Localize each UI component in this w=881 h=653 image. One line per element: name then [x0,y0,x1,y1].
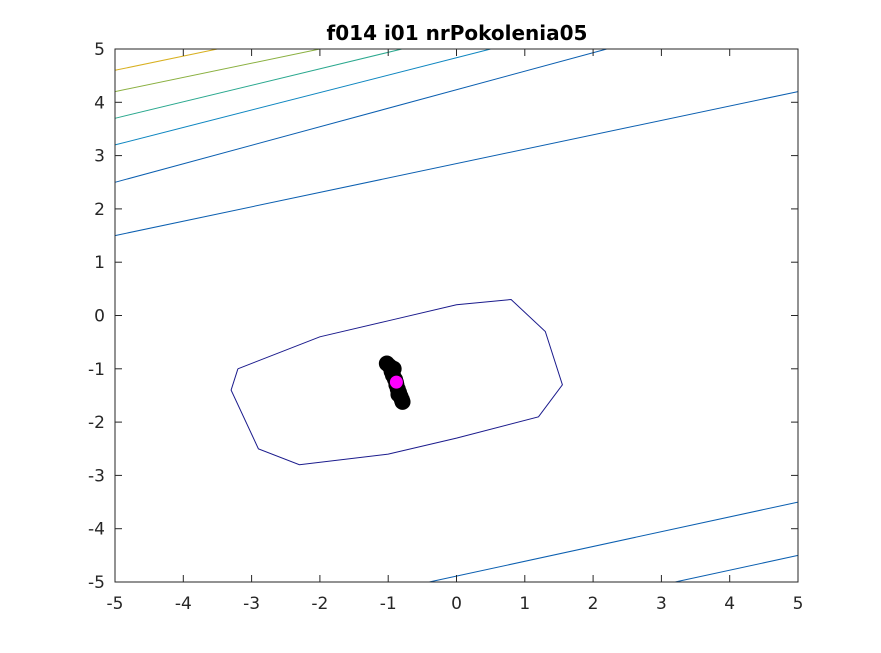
population-points [378,355,411,410]
x-tick-label: -3 [243,594,260,614]
y-tick-label: 3 [94,147,105,167]
contour-line [114,48,321,93]
x-tick-label: 3 [656,594,667,614]
x-tick-label: -5 [107,594,124,614]
contour-line [114,91,799,237]
x-tick-label: -1 [380,594,397,614]
contour-line [114,48,491,146]
contour-line [114,48,607,183]
contour-line [114,48,218,71]
y-tick-label: 1 [94,253,105,273]
contour-line [429,501,799,583]
plot-area [115,49,798,582]
y-tick-label: -1 [88,360,105,380]
population-point [385,360,402,377]
best-point [388,374,404,390]
chart-title: f014 i01 nrPokolenia05 [327,21,588,45]
x-tick-label: 0 [451,594,462,614]
y-tick-label: 5 [94,40,105,60]
contour-line [230,298,563,466]
y-tick-label: -3 [88,466,105,486]
x-tick-label: 2 [588,594,599,614]
population-point [390,386,407,403]
axes: -5 -4 -3 -2 -1 0 1 2 3 4 5 -5 -4 -3 -2 -1 0 1 2 3 4 5 [88,40,803,614]
y-tick-label: -5 [88,573,105,593]
x-tick-label: -4 [175,594,192,614]
contour-line [114,48,403,119]
x-tick-label: 5 [793,594,804,614]
contour-line [674,554,799,583]
x-tick-label: -2 [311,594,328,614]
y-tick-label: 0 [94,307,105,327]
x-tick-label: 1 [519,594,530,614]
y-tick-label: 4 [94,93,105,113]
contour-lines [114,48,799,583]
y-tick-label: -4 [88,520,105,540]
y-tick-label: -2 [88,413,105,433]
y-tick-label: 2 [94,200,105,220]
x-tick-label: 4 [724,594,735,614]
